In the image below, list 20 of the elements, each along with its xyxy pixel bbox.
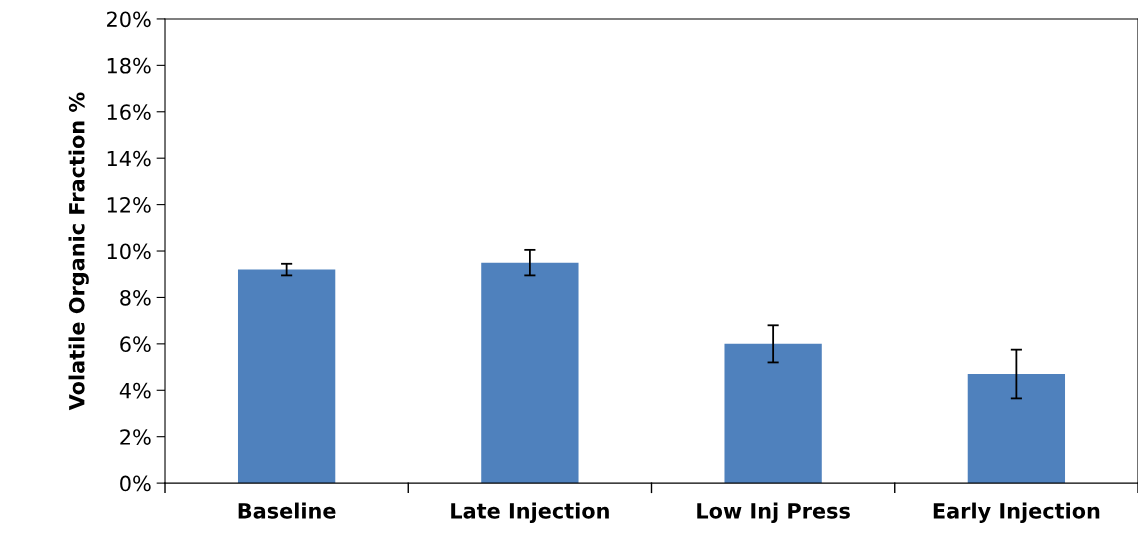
bar (967, 374, 1066, 484)
y-tick-label: 18% (107, 57, 151, 74)
x-tick-label: Late Injection (451, 502, 609, 523)
y-tick-label: 16% (107, 104, 151, 120)
y-tick-label: 14% (107, 150, 151, 167)
x-tick-label: Baseline (238, 502, 336, 519)
y-tick-label: 10% (107, 243, 151, 260)
y-tick-label: 2% (120, 429, 151, 445)
y-tick-label: 12% (107, 197, 151, 213)
y-tick-label: 20% (107, 11, 151, 28)
bar (237, 269, 336, 484)
y-tick-label: 0% (120, 475, 151, 492)
y-axis-title: Volatile Organic Fraction % (68, 92, 89, 411)
y-tick-label: 4% (119, 382, 151, 399)
bar (724, 343, 822, 484)
bar (481, 262, 579, 484)
y-tick-label: 8% (120, 289, 151, 306)
x-tick-label: Low Inj Press (697, 502, 850, 523)
y-tick-label: 6% (120, 336, 151, 353)
x-tick-label: Early Injection (933, 502, 1100, 523)
